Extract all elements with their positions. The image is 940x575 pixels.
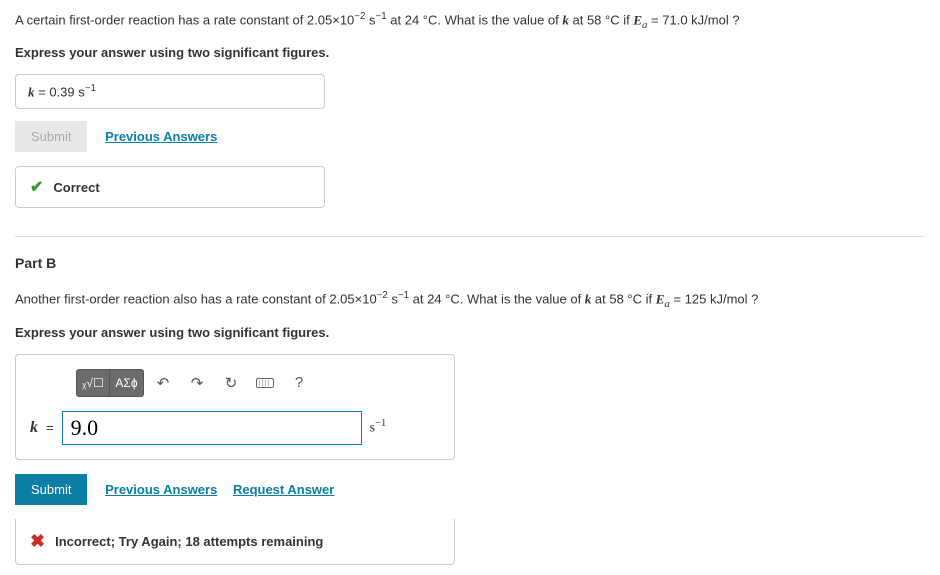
submit-button-a: Submit bbox=[15, 121, 87, 152]
text: s bbox=[388, 292, 398, 307]
tool-root-icon: ᵪ√☐ bbox=[82, 376, 103, 390]
tool-redo-button[interactable]: ↷ bbox=[182, 369, 212, 397]
instruction-a: Express your answer using two significan… bbox=[15, 45, 925, 60]
text: at 24 °C. What is the value of bbox=[387, 12, 563, 27]
tool-greek-icon: AΣϕ bbox=[115, 376, 137, 390]
tool-help-button[interactable]: ? bbox=[284, 369, 314, 397]
part-a: A certain first-order reaction has a rat… bbox=[15, 10, 925, 208]
text: at 58 °C if bbox=[591, 292, 655, 307]
button-row-a: Submit Previous Answers bbox=[15, 121, 925, 152]
tool-keyboard-button[interactable] bbox=[250, 369, 280, 397]
answer-display-a: k = 0.39 s−1 bbox=[15, 74, 325, 109]
button-row-b: Submit Previous Answers Request Answer bbox=[15, 474, 925, 505]
unit-exp: −1 bbox=[375, 418, 386, 429]
correct-label: Correct bbox=[53, 180, 99, 195]
text: A certain first-order reaction has a rat… bbox=[15, 12, 354, 27]
tool-undo-button[interactable]: ↶ bbox=[148, 369, 178, 397]
exp: −2 bbox=[354, 11, 365, 22]
keyboard-icon bbox=[256, 378, 274, 388]
feedback-incorrect: ✖ Incorrect; Try Again; 18 attempts rema… bbox=[15, 519, 455, 565]
x-icon: ✖ bbox=[30, 531, 45, 552]
answer-input[interactable] bbox=[62, 411, 362, 445]
checkmark-icon: ✔ bbox=[30, 177, 43, 197]
undo-icon: ↶ bbox=[157, 374, 170, 392]
request-answer-link[interactable]: Request Answer bbox=[233, 482, 334, 497]
text: = 125 kJ/mol ? bbox=[670, 292, 759, 307]
answer-editor: ᵪ√☐ AΣϕ ↶ ↷ ↻ ? k = s−1 bbox=[15, 354, 455, 460]
tool-group-format: ᵪ√☐ AΣϕ bbox=[76, 369, 144, 397]
answer-value: 0.39 bbox=[49, 84, 78, 99]
help-icon: ? bbox=[295, 374, 303, 391]
question-text-a: A certain first-order reaction has a rat… bbox=[15, 10, 925, 33]
editor-toolbar: ᵪ√☐ AΣϕ ↶ ↷ ↻ ? bbox=[76, 369, 440, 397]
text: at 24 °C. What is the value of bbox=[409, 292, 585, 307]
answer-eq-b: = bbox=[46, 420, 54, 435]
incorrect-label: Incorrect; Try Again; 18 attempts remain… bbox=[55, 534, 323, 549]
exp: −1 bbox=[398, 290, 409, 301]
tool-reset-button[interactable]: ↻ bbox=[216, 369, 246, 397]
text: at 58 °C if bbox=[569, 12, 633, 27]
submit-button-b[interactable]: Submit bbox=[15, 474, 87, 505]
tool-greek-button[interactable]: AΣϕ bbox=[110, 369, 144, 397]
answer-row-b: k = s−1 bbox=[30, 411, 440, 445]
exp: −2 bbox=[377, 290, 388, 301]
instruction-b: Express your answer using two significan… bbox=[15, 325, 925, 340]
var-ea: E bbox=[633, 12, 642, 27]
previous-answers-link-a[interactable]: Previous Answers bbox=[105, 129, 217, 144]
answer-eq: = bbox=[35, 84, 50, 99]
reset-icon: ↻ bbox=[225, 374, 238, 392]
previous-answers-link-b[interactable]: Previous Answers bbox=[105, 482, 217, 497]
unit-label: s−1 bbox=[370, 418, 387, 437]
answer-var-b: k bbox=[30, 419, 38, 437]
answer-unit-exp: −1 bbox=[85, 83, 96, 94]
part-b-header: Part B bbox=[15, 255, 925, 271]
text: Another first-order reaction also has a … bbox=[15, 292, 377, 307]
exp: −1 bbox=[376, 11, 387, 22]
question-text-b: Another first-order reaction also has a … bbox=[15, 289, 925, 312]
part-b: Part B Another first-order reaction also… bbox=[15, 236, 925, 564]
tool-root-button[interactable]: ᵪ√☐ bbox=[76, 369, 110, 397]
redo-icon: ↷ bbox=[191, 374, 204, 392]
text: = 71.0 kJ/mol ? bbox=[647, 12, 739, 27]
text: s bbox=[365, 12, 375, 27]
feedback-correct: ✔ Correct bbox=[15, 166, 325, 208]
